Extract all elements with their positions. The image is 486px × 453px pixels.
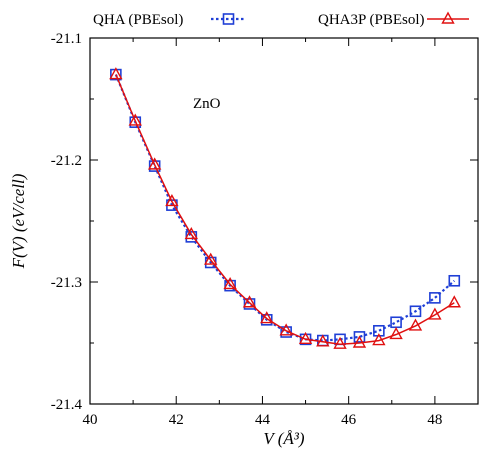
- legend-marker: [222, 13, 235, 25]
- legend-sample-qha3p: [427, 11, 469, 24]
- data-point: [260, 314, 273, 326]
- data-point: [352, 335, 367, 348]
- data-point: [298, 331, 313, 345]
- y-tick-label: -21.2: [51, 153, 82, 169]
- x-tick-label: 44: [255, 412, 271, 428]
- data-point: [128, 113, 142, 126]
- data-point: [389, 327, 403, 340]
- data-point: [429, 292, 441, 304]
- series-qha3p: [109, 67, 461, 349]
- series-line: [115, 74, 455, 345]
- y-tick-label: -21.1: [51, 31, 82, 47]
- data-point: [333, 336, 347, 349]
- data-point: [109, 67, 123, 80]
- data-point: [223, 276, 237, 290]
- axis-ticks: [89, 37, 478, 405]
- legend-label-qha: QHA (PBEsol): [93, 12, 183, 28]
- data-point: [260, 311, 274, 324]
- x-tick-label: 46: [341, 412, 357, 428]
- legend: QHA (PBEsol) QHA3P (PBEsol): [93, 11, 469, 28]
- legend-marker: [441, 11, 455, 24]
- data-point: [204, 252, 218, 265]
- data-point: [353, 331, 366, 343]
- legend-sample-qha: [211, 13, 246, 25]
- data-point: [408, 318, 423, 331]
- data-point: [243, 298, 256, 310]
- data-point: [372, 333, 386, 346]
- data-point: [184, 226, 198, 240]
- legend-label-qha3p: QHA3P (PBEsol): [318, 12, 425, 28]
- data-point: [428, 307, 442, 320]
- data-point: [447, 295, 461, 308]
- data-point: [390, 316, 402, 329]
- y-tick-label: -21.4: [51, 397, 83, 413]
- data-point: [148, 160, 161, 172]
- annotation-label: ZnO: [193, 96, 221, 112]
- data-point: [147, 157, 162, 170]
- data-point: [279, 323, 293, 336]
- axis-tick-labels: 40 42 44 46 48 -21.4 -21.3 -21.2 -21.1: [51, 31, 443, 428]
- data-point: [316, 334, 330, 347]
- x-axis-label: V (Å³): [263, 429, 304, 448]
- data-point: [129, 116, 142, 128]
- y-axis-label: F(V) (eV/cell): [9, 173, 28, 269]
- data-point: [280, 326, 292, 338]
- data-point: [448, 274, 461, 287]
- data-point: [165, 194, 179, 207]
- plot-frame: [89, 37, 479, 405]
- y-tick-label: -21.3: [51, 275, 82, 291]
- data-point: [409, 305, 422, 318]
- x-tick-label: 48: [427, 412, 442, 428]
- data-point: [224, 279, 236, 292]
- series-layer: [109, 67, 461, 349]
- data-point: [242, 295, 257, 308]
- x-tick-label: 42: [169, 412, 184, 428]
- series-qha: [110, 68, 461, 347]
- x-tick-label: 40: [83, 412, 98, 428]
